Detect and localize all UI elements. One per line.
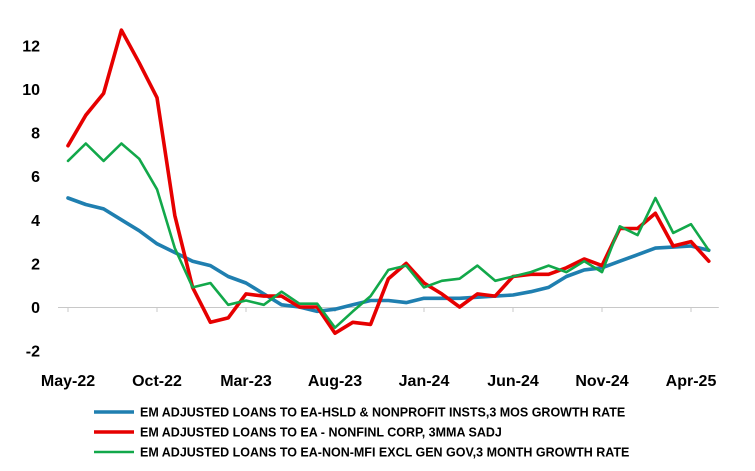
x-tick-label: Oct-22 (132, 373, 182, 390)
y-tick-label: 8 (31, 126, 40, 143)
x-tick-label: Aug-23 (308, 373, 362, 390)
y-tick-label: -2 (26, 344, 40, 361)
x-tick-label: Jan-24 (399, 373, 450, 390)
y-axis-tick-labels: -2 0 2 4 6 8 10 12 (22, 38, 40, 360)
legend-label-1: EM ADJUSTED LOANS TO EA-HSLD & NONPROFIT… (140, 406, 625, 420)
x-axis-tick-labels: May-22 Oct-22 Mar-23 Aug-23 Jan-24 Jun-24 Nov-… (41, 373, 717, 390)
x-tick-label: May-22 (41, 373, 95, 390)
legend-label-2: EM ADJUSTED LOANS TO EA - NONFINL CORP, … (140, 426, 502, 440)
series-lines (66, 28, 711, 336)
x-tick-label: Mar-23 (220, 373, 272, 390)
legend-label-3: EM ADJUSTED LOANS TO EA-NON-MFI EXCL GEN… (140, 446, 629, 460)
y-tick-label: 0 (31, 300, 40, 317)
series-line-1 (66, 196, 711, 314)
y-tick-label: 2 (31, 256, 40, 273)
x-tick-label: Nov-24 (575, 373, 628, 390)
x-tick-label: Apr-25 (666, 373, 717, 390)
y-tick-label: 12 (22, 38, 40, 55)
x-tick-label: Jun-24 (487, 373, 539, 390)
y-tick-label: 4 (31, 213, 40, 230)
y-tick-label: 6 (31, 169, 40, 186)
legend: EM ADJUSTED LOANS TO EA-HSLD & NONPROFIT… (94, 406, 629, 460)
y-tick-label: 10 (22, 82, 40, 99)
series-line-2 (66, 28, 711, 336)
series-line-3 (66, 142, 711, 330)
